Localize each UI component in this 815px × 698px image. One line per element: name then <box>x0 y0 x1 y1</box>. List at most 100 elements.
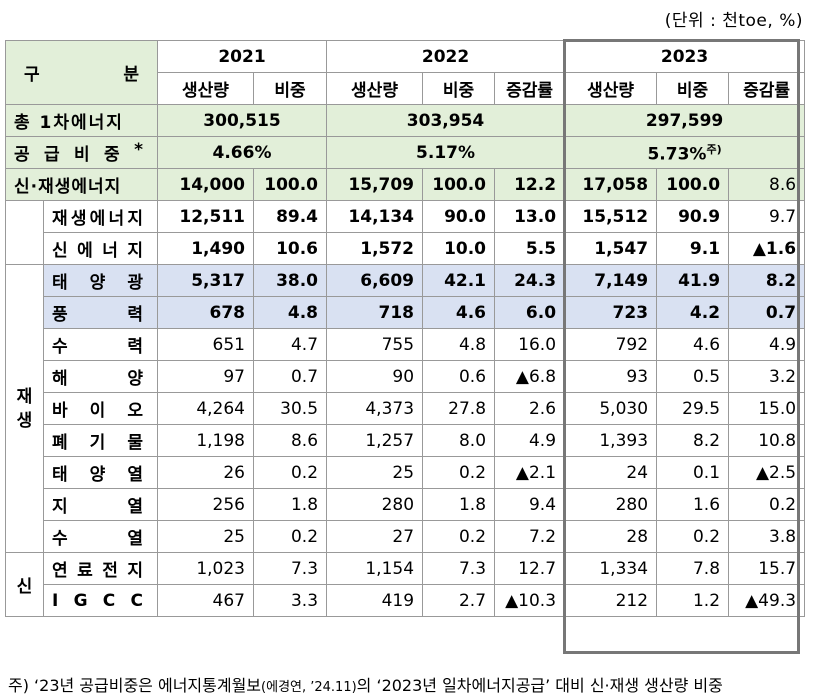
cell: 27.8 <box>422 392 496 425</box>
cell: 1,023 <box>157 552 254 585</box>
cell: 27 <box>326 520 424 553</box>
share-2023: 5.73%주) <box>564 136 806 169</box>
cell: 16.0 <box>494 328 566 361</box>
cell: 256 <box>157 488 254 521</box>
primary-2021: 300,515 <box>156 104 328 137</box>
cell: 4.2 <box>656 296 730 329</box>
renewable-total-label: 신·재생에너지 <box>5 168 158 201</box>
cell: 89.4 <box>252 200 328 233</box>
cell: ▲49.3 <box>728 584 806 617</box>
cell: 13.0 <box>494 200 566 233</box>
year-2021-header: 2021 <box>156 40 328 73</box>
cell: 6.0 <box>494 296 566 329</box>
cell: 6,609 <box>326 264 424 297</box>
cell: 15,512 <box>564 200 658 233</box>
cell: 97 <box>157 360 254 393</box>
primary-2022: 303,954 <box>326 104 566 137</box>
cell: 8.2 <box>728 264 806 297</box>
cell: 3.8 <box>728 520 806 553</box>
cell: 1.8 <box>422 488 496 521</box>
cell: 12.7 <box>494 552 566 585</box>
cell: 10.8 <box>728 424 806 457</box>
cell: 467 <box>157 584 254 617</box>
supply-share-label: 공 급 비 중 * <box>5 136 158 169</box>
cell: 14,000 <box>157 168 254 201</box>
cell: 15,709 <box>326 168 424 201</box>
cell: 0.1 <box>656 456 730 489</box>
renewable-total-row: 신·재생에너지 14,000 100.0 15,709 100.0 12.2 1… <box>5 168 806 201</box>
col-production: 생산량 <box>564 72 658 105</box>
col-change-rate: 증감률 <box>494 72 566 105</box>
cell: 5,030 <box>564 392 658 425</box>
cell: 1,257 <box>326 424 424 457</box>
cell: 93 <box>564 360 658 393</box>
cell: 1,198 <box>157 424 254 457</box>
cell: 10.6 <box>252 232 328 265</box>
cell: 7,149 <box>564 264 658 297</box>
cell: 24.3 <box>494 264 566 297</box>
cell: 0.6 <box>422 360 496 393</box>
cell: 4.9 <box>728 328 806 361</box>
cell: 14,134 <box>326 200 424 233</box>
cell: 0.2 <box>422 520 496 553</box>
cell: ▲10.3 <box>494 584 566 617</box>
cell: 9.1 <box>656 232 730 265</box>
cell: 792 <box>564 328 658 361</box>
cell: 4.8 <box>422 328 496 361</box>
cell: 4,264 <box>157 392 254 425</box>
cell: 26 <box>157 456 254 489</box>
cell: 7.8 <box>656 552 730 585</box>
cell: 15.0 <box>728 392 806 425</box>
year-2022-header: 2022 <box>326 40 566 73</box>
cell: 0.2 <box>656 520 730 553</box>
cell: 8.6 <box>728 168 806 201</box>
cell: 90.9 <box>656 200 730 233</box>
cell: 1,547 <box>564 232 658 265</box>
cell: 1,490 <box>157 232 254 265</box>
share-2021: 4.66% <box>156 136 328 169</box>
cell: 8.0 <box>422 424 496 457</box>
primary-energy-row: 총 1차에너지 300,515 303,954 297,599 <box>5 104 806 137</box>
cell: ▲1.6 <box>728 232 806 265</box>
cell: 0.7 <box>252 360 328 393</box>
cell: 30.5 <box>252 392 328 425</box>
cell: 1,334 <box>564 552 658 585</box>
unit-note: (단위 : 천toe, %) <box>664 11 803 31</box>
cell: 12.2 <box>494 168 566 201</box>
col-share: 비중 <box>656 72 730 105</box>
cell: 28 <box>564 520 658 553</box>
header-sub-row: 생산량 비중 생산량 비중 증감률 생산량 비중 증감률 <box>6 72 806 105</box>
cell: 4.6 <box>422 296 496 329</box>
cell: 0.7 <box>728 296 806 329</box>
cell: 42.1 <box>422 264 496 297</box>
cell: 8.2 <box>656 424 730 457</box>
cell: 9.4 <box>494 488 566 521</box>
footnote: 주) ‘23년 공급비중은 에너지통계월보(에경연, ’24.11)의 ‘202… <box>8 676 723 695</box>
col-share: 비중 <box>252 72 328 105</box>
cell: 100.0 <box>656 168 730 201</box>
cell: 15.7 <box>728 552 806 585</box>
cell: ▲6.8 <box>494 360 566 393</box>
cell: 0.2 <box>252 520 328 553</box>
